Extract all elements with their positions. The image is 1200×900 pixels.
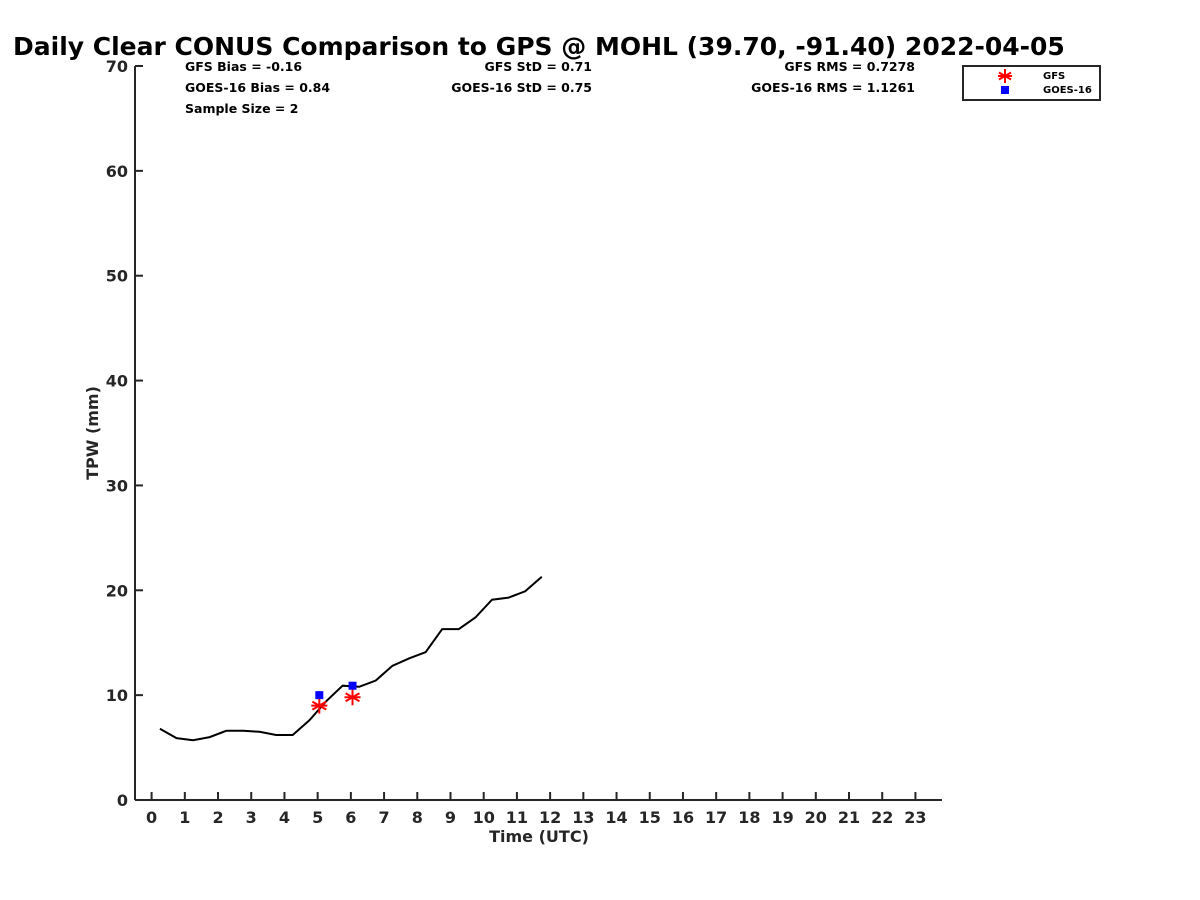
legend-gfs-label: GFS	[1043, 71, 1065, 82]
x-tick-label: 6	[345, 808, 356, 827]
x-tick-label: 4	[279, 808, 290, 827]
x-tick-label: 9	[445, 808, 456, 827]
x-tick-label: 17	[705, 808, 727, 827]
goes-point	[348, 681, 357, 690]
x-tick-label: 13	[572, 808, 594, 827]
x-tick-label: 18	[738, 808, 760, 827]
sample-size-stat: Sample Size = 2	[185, 101, 298, 116]
legend-box	[962, 65, 1101, 101]
gfs-bias-stat: GFS Bias = -0.16	[185, 59, 302, 74]
goes-std-stat: GOES-16 StD = 0.75	[451, 80, 592, 95]
gfs-point	[344, 689, 361, 706]
x-tick-label: 21	[838, 808, 860, 827]
legend-gfs-marker	[998, 69, 1012, 83]
plot-area	[159, 575, 543, 742]
x-tick-label: 1	[179, 808, 190, 827]
x-tick-label: 14	[605, 808, 627, 827]
x-tick-label: 2	[212, 808, 223, 827]
x-tick-label: 22	[871, 808, 893, 827]
legend: GFS GOES-16	[962, 65, 1101, 101]
goes-bias-stat: GOES-16 Bias = 0.84	[185, 80, 330, 95]
x-tick-label: 8	[412, 808, 423, 827]
gfs-std-stat: GFS StD = 0.71	[484, 59, 592, 74]
x-tick-label: 3	[246, 808, 257, 827]
goes-point	[315, 691, 324, 700]
chart-title: Daily Clear CONUS Comparison to GPS @ MO…	[13, 32, 1065, 61]
y-axis-label: TPW (mm)	[83, 386, 102, 480]
y-tick-label: 10	[106, 686, 128, 705]
x-tick-label: 11	[506, 808, 528, 827]
x-tick-label: 19	[771, 808, 793, 827]
x-tick-label: 7	[379, 808, 390, 827]
x-tick-label: 23	[904, 808, 926, 827]
gfs-point	[311, 697, 328, 714]
x-tick-label: 10	[473, 808, 495, 827]
y-ticks: 0 10 20 30 40 50 60 70	[106, 57, 143, 810]
gfs-rms-stat: GFS RMS = 0.7278	[784, 59, 915, 74]
x-tick-label: 12	[539, 808, 561, 827]
x-axis-label: Time (UTC)	[489, 827, 589, 846]
x-tick-label: 16	[672, 808, 694, 827]
legend-gfs-asterisk	[998, 69, 1012, 83]
goes-rms-stat: GOES-16 RMS = 1.1261	[751, 80, 915, 95]
x-tick-label: 0	[146, 808, 157, 827]
x-tick-label: 15	[639, 808, 661, 827]
y-tick-label: 0	[117, 791, 128, 810]
y-tick-label: 70	[106, 57, 128, 76]
y-tick-label: 60	[106, 162, 128, 181]
y-tick-label: 20	[106, 581, 128, 600]
y-tick-label: 30	[106, 476, 128, 495]
legend-goes-marker	[1001, 86, 1009, 94]
legend-goes-label: GOES-16	[1043, 85, 1092, 96]
x-tick-label: 20	[805, 808, 827, 827]
gps-tpw-line	[159, 575, 543, 742]
y-tick-label: 40	[106, 372, 128, 391]
x-ticks: 0 1 2 3 4 5 6 7 8 9 10 11 12 13 14 15 16 17 18 19 20 21 22 23	[146, 792, 927, 827]
x-tick-label: 5	[312, 808, 323, 827]
y-tick-label: 50	[106, 267, 128, 286]
plot-axes	[134, 66, 942, 801]
